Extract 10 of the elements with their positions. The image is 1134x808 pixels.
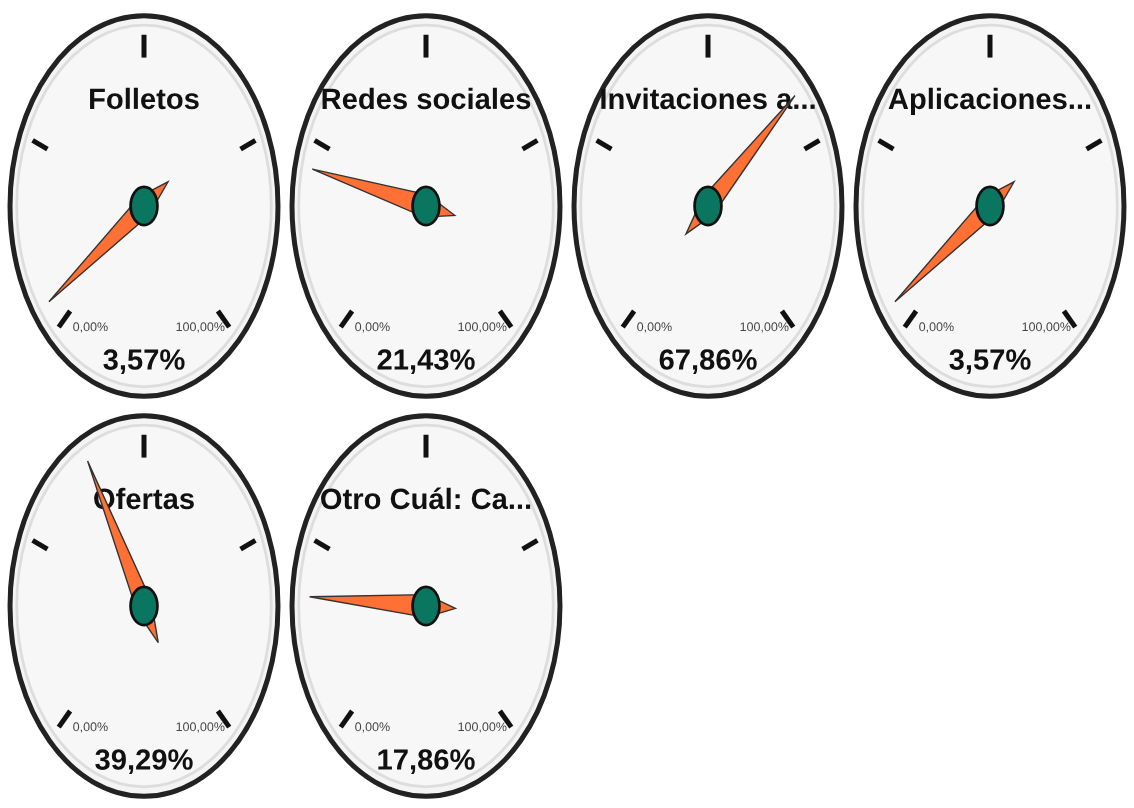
- text: Redes sociales: [322, 87, 531, 110]
- text: Otro Cuál: Ca...: [321, 487, 531, 510]
- data-label: 39,29%: [95, 749, 193, 775]
- data-label: 67,86%: [659, 349, 757, 375]
- text: Aplicaciones...: [888, 87, 1091, 115]
- data-label: 3,57%: [103, 349, 185, 375]
- data-label: 21,43%: [377, 349, 475, 375]
- data-label: 3,57%: [949, 349, 1031, 375]
- data-label: 17,86%: [378, 749, 475, 775]
- text: Folletos: [90, 87, 199, 110]
